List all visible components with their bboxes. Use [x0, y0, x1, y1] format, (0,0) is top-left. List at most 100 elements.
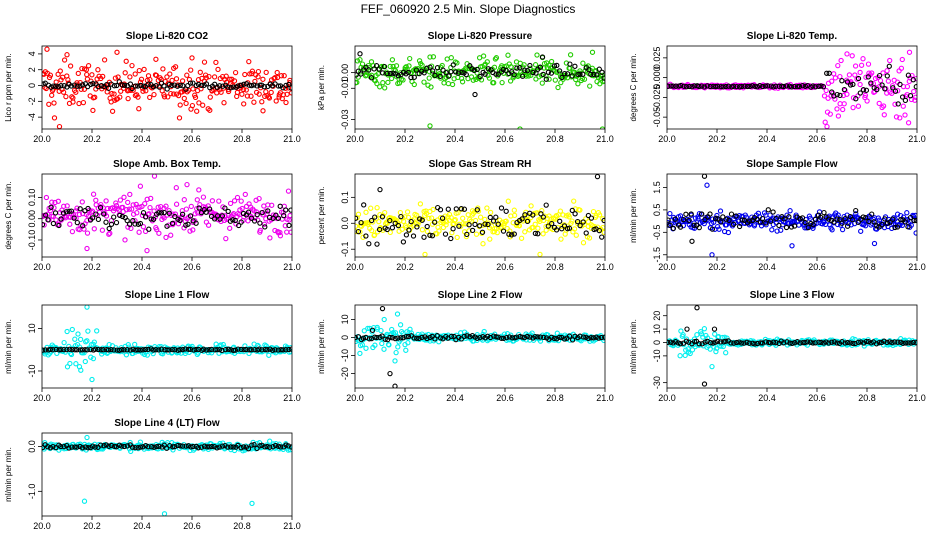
- data-point-selected: [857, 90, 863, 96]
- data-point-selected: [736, 339, 742, 345]
- data-point-selected: [736, 223, 743, 230]
- data-point-selected: [709, 226, 716, 232]
- data-point-selected: [855, 75, 862, 82]
- data-point-selected: [50, 220, 57, 227]
- data-point-all: [448, 214, 454, 221]
- data-point-all: [441, 80, 447, 86]
- data-point-selected: [707, 83, 713, 90]
- data-point-all: [187, 228, 193, 234]
- data-point-all: [171, 91, 177, 97]
- data-point-all: [376, 218, 382, 225]
- data-point-selected: [200, 346, 207, 352]
- data-point-selected: [61, 346, 67, 353]
- data-point-selected: [135, 445, 141, 451]
- data-point-all: [57, 68, 63, 74]
- data-point-all: [128, 448, 134, 455]
- data-point-selected: [280, 347, 286, 353]
- data-point-all: [382, 209, 388, 216]
- data-point-all: [160, 66, 166, 72]
- data-point-selected: [770, 84, 776, 90]
- panel-title: Slope Li-820 Pressure: [428, 31, 533, 42]
- data-point-all: [580, 240, 587, 246]
- data-point-all: [899, 222, 906, 229]
- plot-frame: [666, 45, 918, 130]
- data-point-all: [470, 77, 476, 83]
- data-point-selected: [235, 83, 241, 89]
- data-point-all: [175, 92, 182, 99]
- data-point-all: [913, 94, 917, 100]
- data-point-all: [601, 229, 605, 236]
- data-point-selected: [240, 210, 247, 217]
- data-point-all: [90, 107, 96, 114]
- data-point-selected: [796, 83, 803, 90]
- data-point-selected: [788, 224, 795, 230]
- data-point-all: [387, 63, 393, 70]
- data-point-all: [151, 174, 158, 179]
- data-point-selected: [585, 212, 592, 219]
- data-point-selected: [907, 214, 914, 221]
- data-point-selected: [907, 93, 914, 99]
- data-point-all: [493, 55, 500, 61]
- y-tick-label: -4: [27, 113, 37, 121]
- data-point-selected: [61, 443, 67, 450]
- data-point-selected: [900, 340, 906, 346]
- data-point-all: [368, 205, 374, 211]
- data-point-all: [62, 215, 69, 221]
- data-point-all: [913, 75, 917, 82]
- x-tick-label: 21.0: [908, 393, 926, 403]
- data-point-all: [569, 218, 575, 224]
- data-point-all: [421, 79, 427, 85]
- data-point-selected: [195, 445, 201, 451]
- data-point-selected: [377, 186, 383, 193]
- data-point-selected: [145, 346, 151, 353]
- data-point-selected: [493, 334, 499, 340]
- data-point-all: [63, 93, 69, 100]
- data-point-selected: [506, 334, 513, 340]
- data-point-selected: [559, 226, 565, 232]
- data-point-selected: [754, 340, 761, 347]
- data-point-all: [430, 54, 437, 60]
- x-tick-label: 20.2: [83, 262, 101, 272]
- data-point-selected: [283, 207, 289, 213]
- data-point-selected: [132, 221, 138, 227]
- data-point-selected: [416, 335, 422, 342]
- data-point-selected: [177, 217, 183, 224]
- data-point-selected: [535, 231, 541, 237]
- data-point-selected: [532, 333, 538, 340]
- data-point-selected: [464, 231, 470, 238]
- data-point-selected: [596, 335, 602, 341]
- data-point-all: [84, 305, 90, 310]
- data-point-all: [179, 78, 186, 84]
- data-point-selected: [689, 238, 695, 244]
- plot-frame: [666, 304, 918, 389]
- data-point-all: [283, 99, 289, 106]
- data-point-selected: [156, 210, 162, 216]
- data-point-selected: [707, 340, 714, 346]
- data-point-selected: [277, 203, 283, 209]
- data-point-selected: [876, 339, 882, 346]
- panel-title: Slope Line 3 Flow: [750, 290, 835, 301]
- data-point-all: [107, 230, 113, 236]
- data-point-selected: [844, 223, 851, 229]
- data-point-selected: [42, 347, 46, 353]
- x-tick-label: 20.0: [33, 134, 51, 144]
- data-point-all: [906, 49, 913, 55]
- x-tick-label: 20.4: [758, 134, 776, 144]
- x-tick-label: 20.6: [183, 521, 201, 531]
- data-point-all: [227, 225, 233, 231]
- data-point-selected: [267, 444, 273, 450]
- data-point-all: [213, 59, 219, 66]
- data-point-selected: [161, 83, 167, 89]
- data-point-selected: [216, 346, 223, 353]
- data-point-all: [710, 216, 716, 222]
- data-point-all: [709, 363, 715, 370]
- data-point-all: [281, 73, 287, 79]
- data-point-selected: [863, 215, 869, 221]
- data-point-selected: [121, 82, 128, 88]
- data-point-selected: [667, 83, 671, 89]
- data-point-all: [397, 322, 404, 328]
- data-point-selected: [590, 335, 597, 341]
- data-point-all: [205, 222, 212, 228]
- data-point-all: [77, 336, 84, 343]
- data-point-selected: [593, 334, 599, 340]
